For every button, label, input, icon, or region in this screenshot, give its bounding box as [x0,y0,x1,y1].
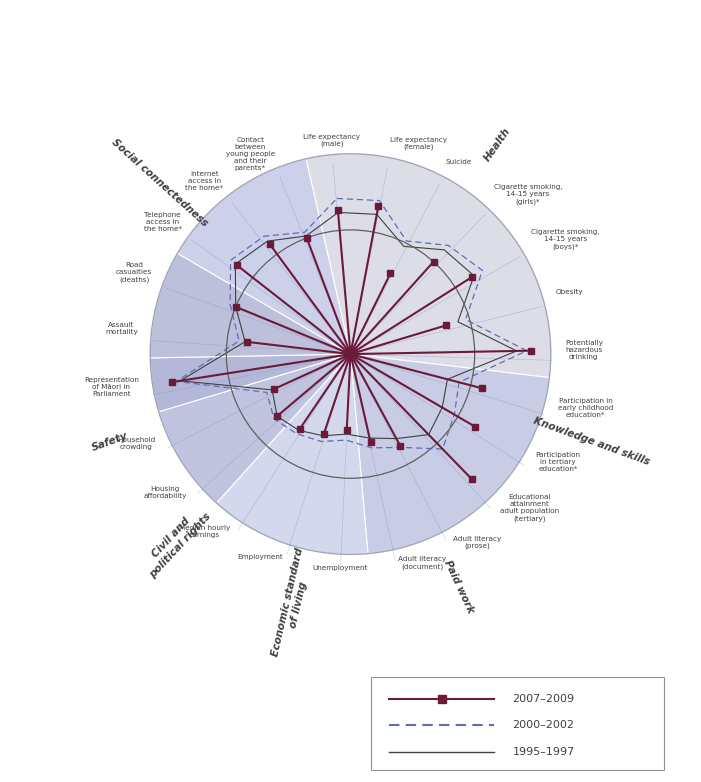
Text: Contact
between
young people
and their
parents*: Contact between young people and their p… [226,137,275,170]
Text: Adult literacy
(document): Adult literacy (document) [398,556,447,570]
Text: Economic standard
of living: Economic standard of living [270,547,316,661]
FancyBboxPatch shape [371,676,664,770]
Text: Social connectedness: Social connectedness [110,137,210,228]
Text: Internet
access in
the home*: Internet access in the home* [186,171,224,192]
Wedge shape [350,354,550,554]
Text: Median hourly
earnings: Median hourly earnings [179,525,230,538]
Wedge shape [217,354,368,554]
Text: Telephone
access in
the home*: Telephone access in the home* [144,212,182,232]
Text: Educational
attainment
adult population
(tertiary): Educational attainment adult population … [500,494,559,522]
Text: Participation in
early childhood
education*: Participation in early childhood educati… [558,398,613,418]
Text: Road
casualties
(deaths): Road casualties (deaths) [116,262,152,283]
Text: Knowledge and skills: Knowledge and skills [532,416,651,468]
Text: Assault
mortality: Assault mortality [105,322,137,335]
Text: Cigarette smoking,
14-15 years
(boys)*: Cigarette smoking, 14-15 years (boys)* [531,229,600,249]
Text: Obesity: Obesity [556,289,583,296]
Text: Housing
affordability: Housing affordability [144,486,187,499]
Wedge shape [150,253,350,358]
Text: Safety: Safety [90,431,129,453]
Text: Life expectancy
(female): Life expectancy (female) [390,137,447,150]
Wedge shape [150,354,350,412]
Text: Employment: Employment [237,554,283,561]
Text: Suicide: Suicide [445,159,472,165]
Text: 2000–2002: 2000–2002 [512,720,575,730]
Text: Paid work: Paid work [442,558,475,615]
Text: Adult literacy
(prose): Adult literacy (prose) [453,536,501,549]
Wedge shape [306,154,551,378]
Text: Household
crowding: Household crowding [117,436,156,450]
Text: Life expectancy
(male): Life expectancy (male) [304,134,360,147]
Text: Health: Health [482,125,512,163]
Text: Potentially
hazardous
drinking: Potentially hazardous drinking [565,340,603,360]
Wedge shape [158,354,350,503]
Text: 2007–2009: 2007–2009 [512,694,575,704]
Text: Participation
in tertiary
education*: Participation in tertiary education* [536,452,580,472]
Text: Cigarette smoking,
14-15 years
(girls)*: Cigarette smoking, 14-15 years (girls)* [494,185,562,205]
Text: Civil and
political rights: Civil and political rights [139,504,212,580]
Text: 1995–1997: 1995–1997 [512,747,575,757]
Wedge shape [177,159,350,354]
Text: Unemployment: Unemployment [312,565,367,571]
Text: Representation
of Māori in
Parliament: Representation of Māori in Parliament [84,377,139,397]
